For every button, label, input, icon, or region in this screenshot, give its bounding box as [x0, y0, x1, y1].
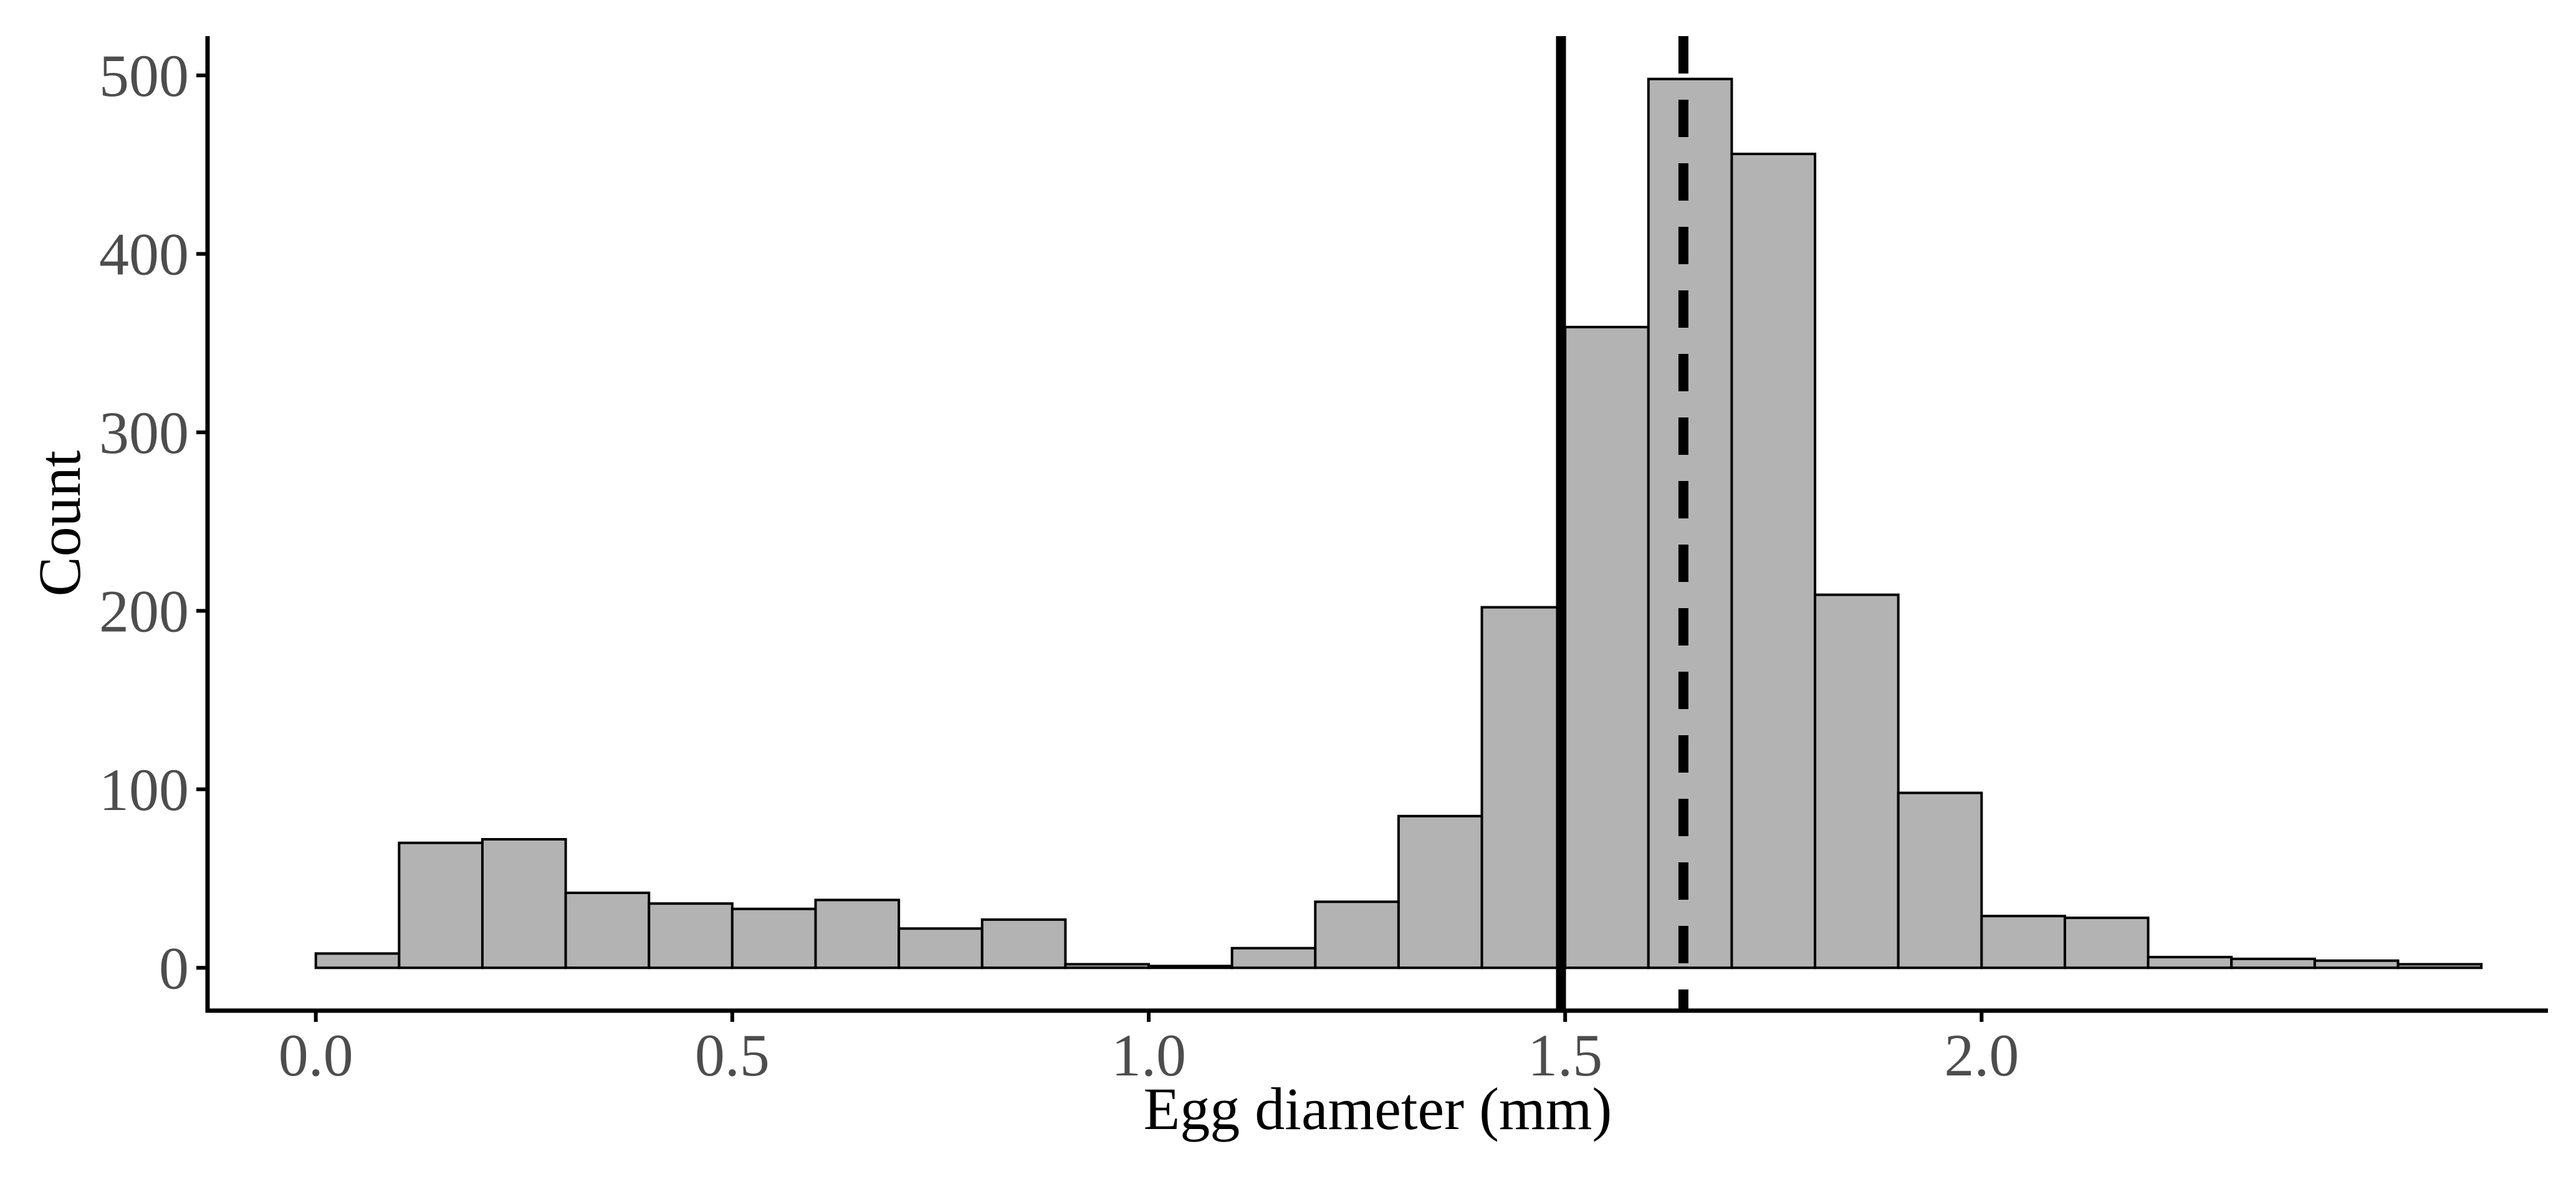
reference-lines — [1556, 36, 1688, 1011]
x-tick-label: 0.0 — [279, 1022, 353, 1089]
y-axis-ticks: 0 100 200 300 400 500 — [99, 42, 208, 1001]
x-tick-label: 1.5 — [1528, 1022, 1602, 1089]
y-tick-label: 100 — [99, 756, 189, 823]
histogram-bar-18 — [1814, 593, 1900, 970]
histogram-bar-8 — [980, 918, 1067, 970]
x-tick-label: 1.0 — [1111, 1022, 1186, 1089]
x-tick-label: 2.0 — [1944, 1022, 2019, 1089]
histogram-bars — [314, 77, 2483, 970]
histogram-bar-12 — [1314, 900, 1400, 970]
x-axis-title: Egg diameter (mm) — [1144, 1075, 1612, 1142]
histogram-bar-16 — [1647, 77, 1733, 970]
histogram-bar-9 — [1064, 963, 1151, 970]
histogram-bar-5 — [730, 907, 817, 970]
histogram-bar-11 — [1230, 946, 1317, 970]
histogram-bar-13 — [1397, 814, 1483, 970]
histogram-bar-24 — [2313, 959, 2400, 970]
histogram-bar-25 — [2396, 963, 2483, 970]
histogram-bar-3 — [564, 891, 651, 970]
histogram-bar-17 — [1730, 153, 1817, 970]
histogram-bar-22 — [2147, 956, 2233, 970]
histogram-bar-7 — [898, 927, 984, 970]
x-tick-label: 0.5 — [695, 1022, 770, 1089]
histogram-bar-6 — [814, 898, 901, 970]
histogram-bar-23 — [2230, 957, 2316, 970]
y-tick-label: 400 — [99, 221, 189, 287]
histogram-bar-19 — [1897, 791, 1983, 970]
histogram-bar-21 — [2063, 917, 2150, 970]
y-axis-title: Count — [26, 450, 93, 596]
histogram-bar-1 — [398, 841, 484, 970]
y-tick-label: 300 — [99, 399, 189, 466]
histogram-bar-0 — [314, 952, 401, 970]
histogram-bar-15 — [1564, 325, 1650, 970]
y-tick-label: 200 — [99, 578, 189, 644]
x-axis-ticks: 0.0 0.5 1.0 1.5 2.0 — [279, 1011, 2019, 1089]
histogram-bar-4 — [648, 902, 734, 970]
histogram-bar-20 — [1980, 915, 2066, 970]
histogram-bar-10 — [1147, 965, 1233, 970]
y-tick-label: 0 — [159, 935, 189, 1001]
histogram-bar-2 — [481, 838, 567, 970]
histogram-bar-14 — [1480, 606, 1567, 970]
y-tick-label: 500 — [99, 42, 189, 109]
